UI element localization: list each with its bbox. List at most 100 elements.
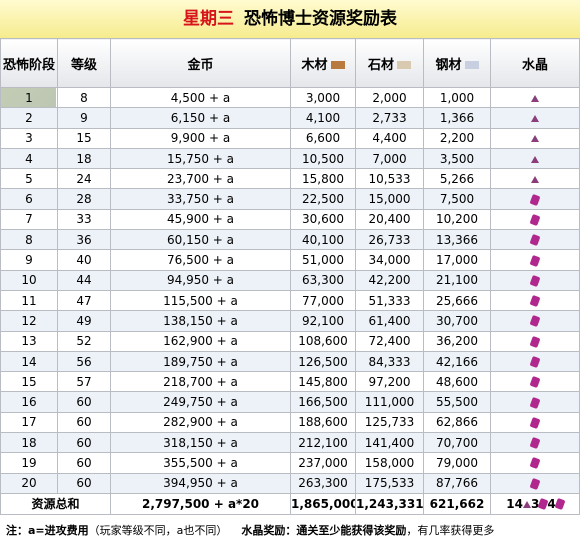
table-cell: 30,700 xyxy=(423,310,491,332)
column-header-text: 金币 xyxy=(187,57,214,73)
table-cell: 40 xyxy=(57,249,111,271)
cell-text: 3 xyxy=(25,131,33,146)
cell-text: 3,000 xyxy=(305,90,341,105)
table-cell: 49 xyxy=(57,310,111,332)
table-cell: 218,700 + a xyxy=(110,371,291,393)
cell-text: 92,100 xyxy=(302,313,344,328)
crystal-icon xyxy=(529,234,541,247)
table-cell: 145,800 xyxy=(290,371,356,393)
table-cell: 166,500 xyxy=(290,391,356,413)
cell-text: 11 xyxy=(21,293,37,308)
table-cell: 8 xyxy=(57,86,111,109)
table-cell: 12 xyxy=(0,310,58,332)
cell-text: 76,500 + a xyxy=(166,253,235,268)
cell-text: 2,000 xyxy=(372,90,407,105)
crystal-cell xyxy=(490,188,580,210)
table-cell: 318,150 + a xyxy=(110,432,291,454)
crystal-cell xyxy=(490,229,580,251)
header-row: 恐怖阶段 等级 金币 木材 石材 钢材 水晶 xyxy=(0,38,580,88)
table-cell: 42,166 xyxy=(423,350,491,373)
cell-text: 9 xyxy=(25,253,33,268)
table-cell: 76,500 + a xyxy=(110,249,291,271)
column-icon xyxy=(397,61,411,69)
crystal-icon xyxy=(529,335,541,348)
cell-text: 51,333 xyxy=(368,293,411,308)
cell-text: 175,533 xyxy=(364,476,415,491)
cell-text: 8 xyxy=(25,232,33,247)
cell-text: 61,400 xyxy=(368,313,411,328)
crystal-cell xyxy=(490,269,580,291)
table-cell: 15,800 xyxy=(290,168,356,190)
table-cell: 10,533 xyxy=(355,168,424,190)
table-cell: 6,600 xyxy=(290,127,356,149)
crystal-cell xyxy=(490,310,580,332)
table-cell: 394,950 + a xyxy=(110,472,291,494)
table-row: 14 56 189,750 + a 126,500 84,333 42,166 xyxy=(0,350,580,373)
table-cell: 52 xyxy=(57,330,111,352)
table-row: 19 60 355,500 + a 237,000 158,000 79,000 xyxy=(0,452,580,474)
table-cell: 3,500 xyxy=(423,147,491,170)
cell-text: 15,800 xyxy=(302,171,344,186)
table-cell: 1,000 xyxy=(423,86,491,109)
cell-text: 57 xyxy=(76,374,92,389)
column-header-text: 木材 xyxy=(301,57,328,73)
cell-text: 20,400 xyxy=(368,212,411,227)
cell-text: 16 xyxy=(21,395,37,410)
cell-text: 318,150 + a xyxy=(163,435,238,450)
table-cell: 60 xyxy=(57,391,111,413)
cell-text: 97,200 xyxy=(368,374,411,389)
table-cell: 7,500 xyxy=(423,188,491,210)
column-icon xyxy=(330,61,345,69)
crystal-cell xyxy=(490,452,580,474)
cell-text: 49 xyxy=(76,313,92,328)
cell-text: 7,500 xyxy=(439,192,475,207)
cell-text: 145,800 xyxy=(298,374,348,389)
table-cell: 51,000 xyxy=(290,249,356,271)
table-cell: 10 xyxy=(0,269,58,291)
table-row: 6 28 33,750 + a 22,500 15,000 7,500 xyxy=(0,188,580,210)
crystal-icon xyxy=(529,355,541,369)
cell-text: 42,200 xyxy=(368,273,411,288)
crystal-cell xyxy=(490,350,580,373)
crystal-icon xyxy=(531,94,539,102)
table-cell: 84,333 xyxy=(355,350,424,373)
cell-text: 10,200 xyxy=(436,212,478,227)
table-cell: 70,700 xyxy=(423,432,491,454)
table-cell: 15,000 xyxy=(355,188,424,210)
table-cell: 7 xyxy=(0,208,58,231)
cell-text: 212,100 xyxy=(298,435,348,450)
total-cell: 621,662 xyxy=(423,492,491,515)
table-cell: 126,500 xyxy=(290,350,356,373)
table-cell: 13 xyxy=(0,330,58,352)
table-cell: 175,533 xyxy=(355,472,424,494)
cell-text: 56 xyxy=(76,354,92,369)
table-cell: 25,666 xyxy=(423,289,491,312)
table-cell: 47 xyxy=(57,289,111,312)
crystal-icon xyxy=(529,477,541,490)
crystal-cell xyxy=(490,208,580,231)
cell-text: 23,700 + a xyxy=(166,171,235,186)
crystal-icon xyxy=(529,213,541,226)
column-header: 钢材 xyxy=(423,38,491,88)
crystal-icon xyxy=(531,135,539,143)
table-cell: 15 xyxy=(0,371,58,393)
total-text: 2,797,500 + a*20 xyxy=(141,496,260,511)
cell-text: 30,700 xyxy=(436,313,478,328)
cell-text: 394,950 + a xyxy=(163,476,238,491)
table-cell: 9 xyxy=(0,249,58,271)
table-cell: 28 xyxy=(57,188,111,210)
cell-text: 18 xyxy=(76,151,92,166)
table-cell: 263,300 xyxy=(290,472,356,494)
cell-text: 5 xyxy=(25,171,33,186)
cell-text: 60 xyxy=(76,455,92,470)
table-cell: 51,333 xyxy=(355,289,424,312)
crystal-cell xyxy=(490,289,580,312)
table-row: 1 8 4,500 + a 3,000 2,000 1,000 xyxy=(0,86,580,109)
table-cell: 60,150 + a xyxy=(110,229,291,251)
crystal-cell xyxy=(490,371,580,393)
table-row: 7 33 45,900 + a 30,600 20,400 10,200 xyxy=(0,208,580,231)
table-cell: 16 xyxy=(0,391,58,413)
table-row: 5 24 23,700 + a 15,800 10,533 5,266 xyxy=(0,168,580,190)
cell-text: 10,500 xyxy=(302,151,344,166)
